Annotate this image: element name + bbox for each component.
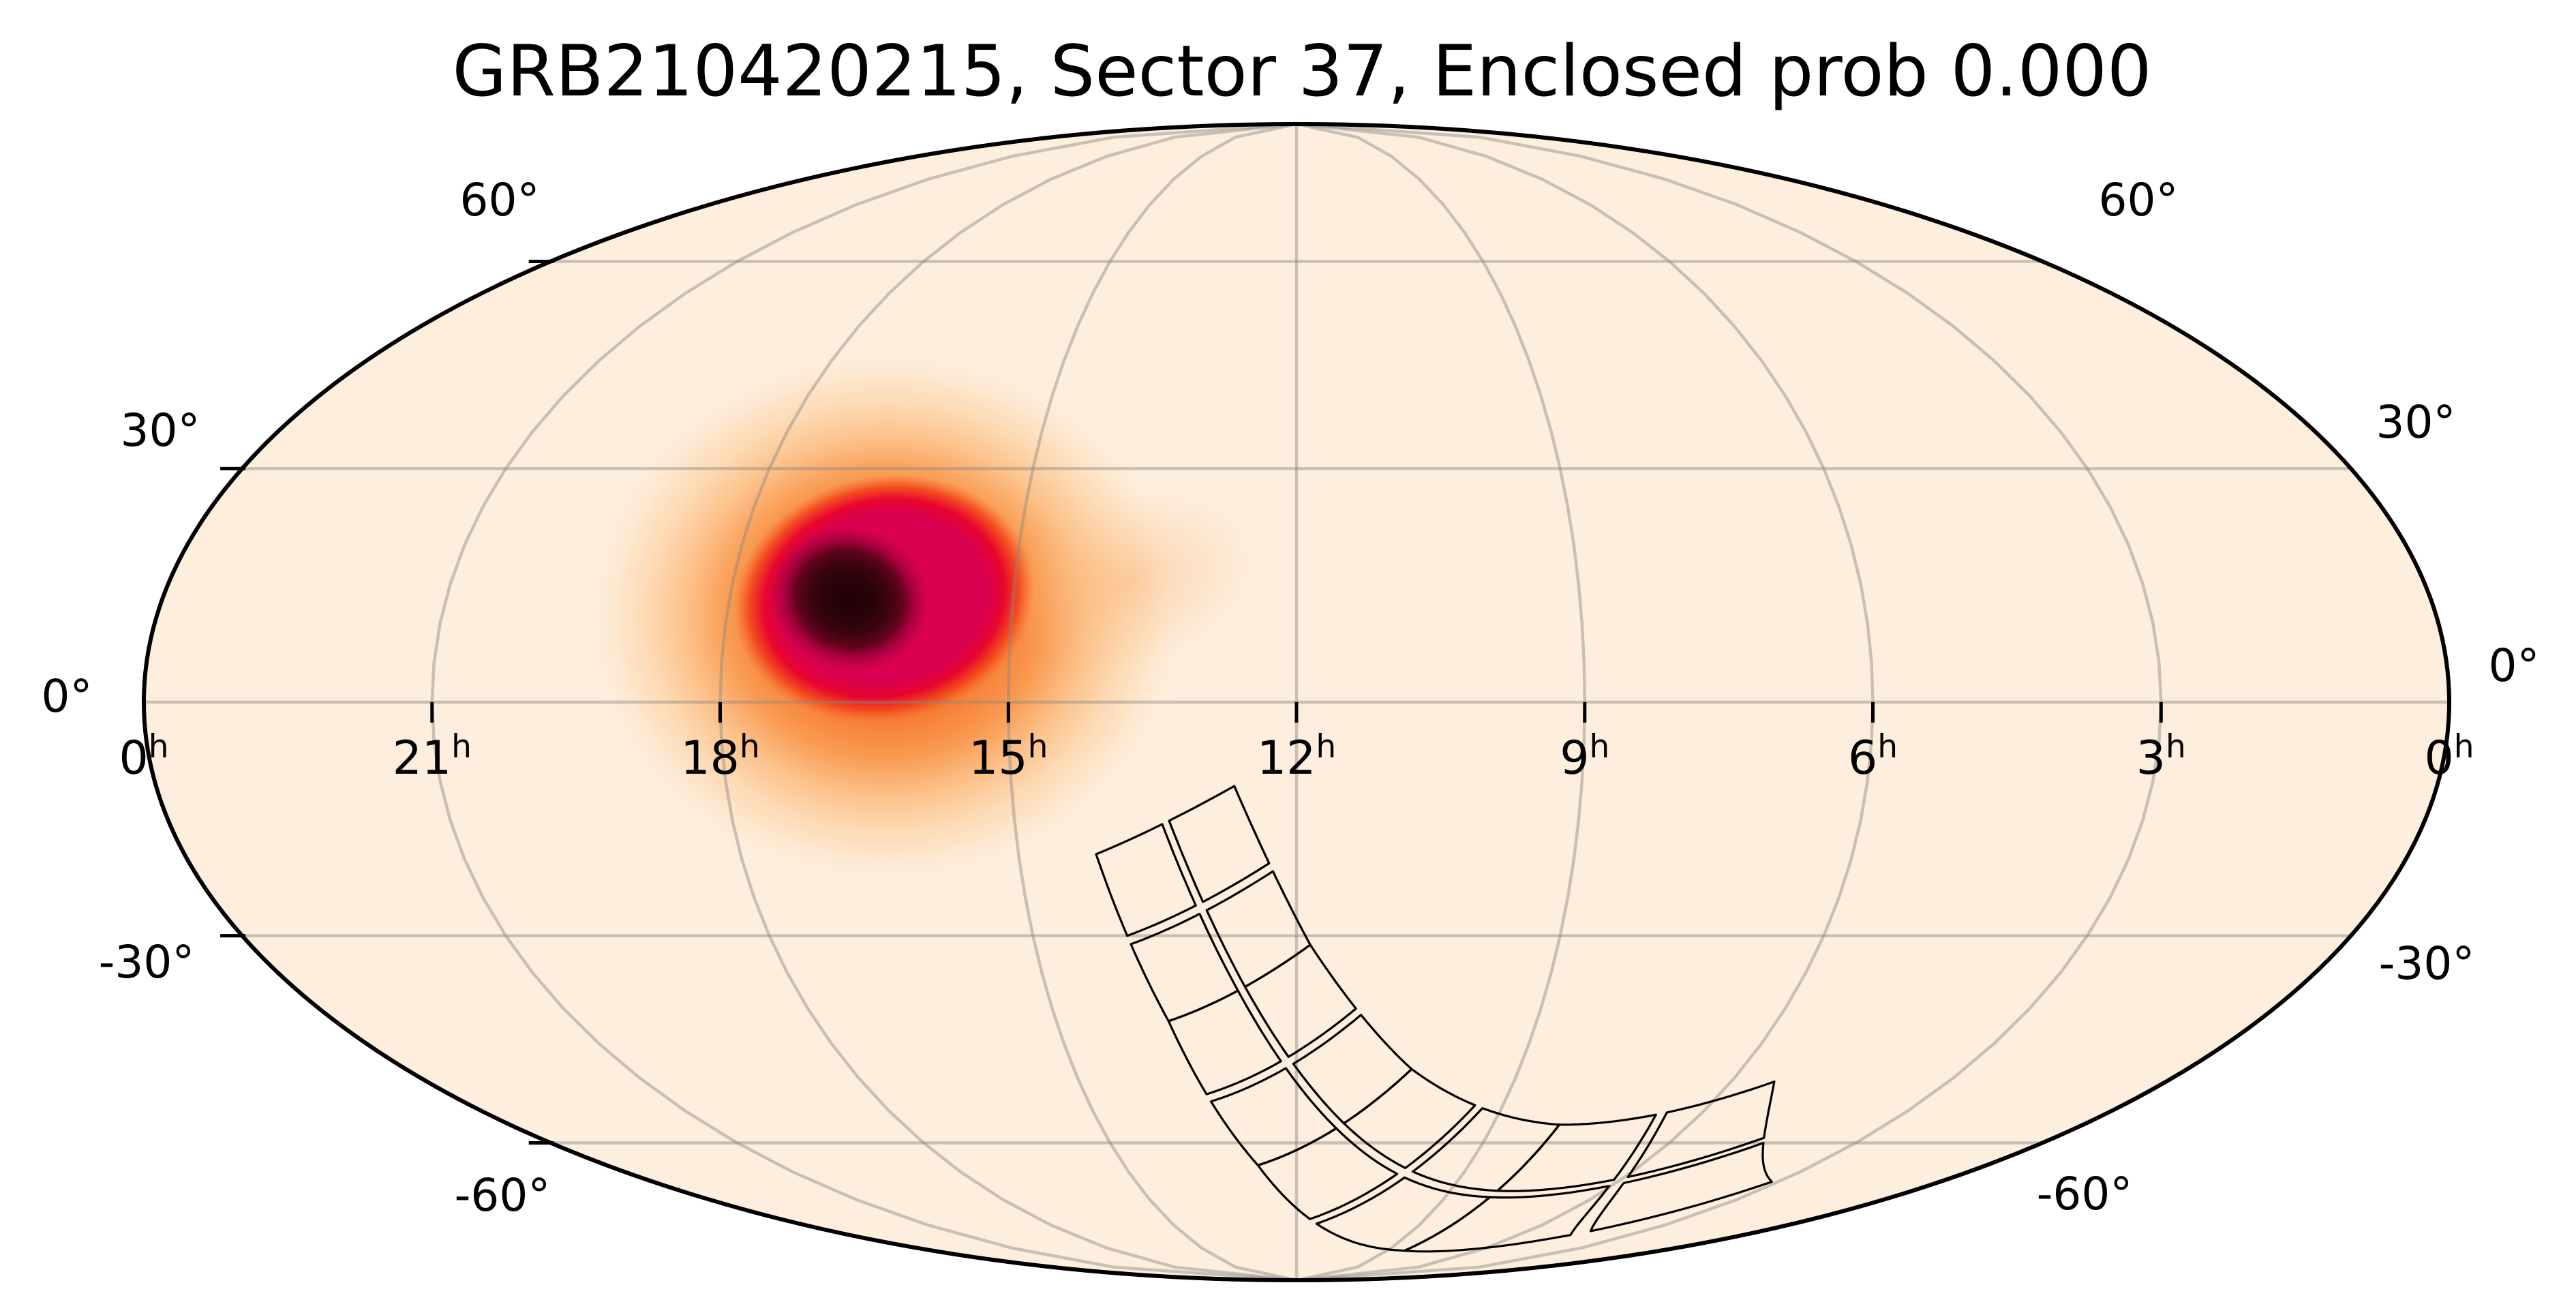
tess-footprint-outline [1095, 785, 1776, 1253]
dec-label-left--30: -30° [99, 936, 195, 988]
dec-label-right-30: 30° [2376, 396, 2456, 449]
dec-label-right--30: -30° [2379, 937, 2475, 990]
dec-label-right-0: 0° [2489, 639, 2540, 692]
map-border [142, 122, 2451, 1282]
dec-label-left-30: 30° [121, 404, 200, 457]
probability-blob [581, 344, 1256, 890]
dec-label-left--60: -60° [455, 1169, 551, 1222]
axis-ticks [220, 260, 2163, 1145]
dec-label-left-0: 0° [42, 670, 93, 723]
dec-label-right--60: -60° [2037, 1168, 2133, 1220]
dec-label-left-60: 60° [460, 174, 540, 226]
dec-label-right-60: 60° [2099, 174, 2179, 226]
ra-label-0h: 0h [2424, 728, 2474, 785]
chart-title: GRB210420215, Sector 37, Enclosed prob 0… [453, 31, 2152, 112]
dec-labels: 60° 60° 30° 30° 0° 0° -30° -30° -60° -60° [42, 174, 2540, 1222]
ra-label-9h: 9h [1560, 728, 1609, 785]
